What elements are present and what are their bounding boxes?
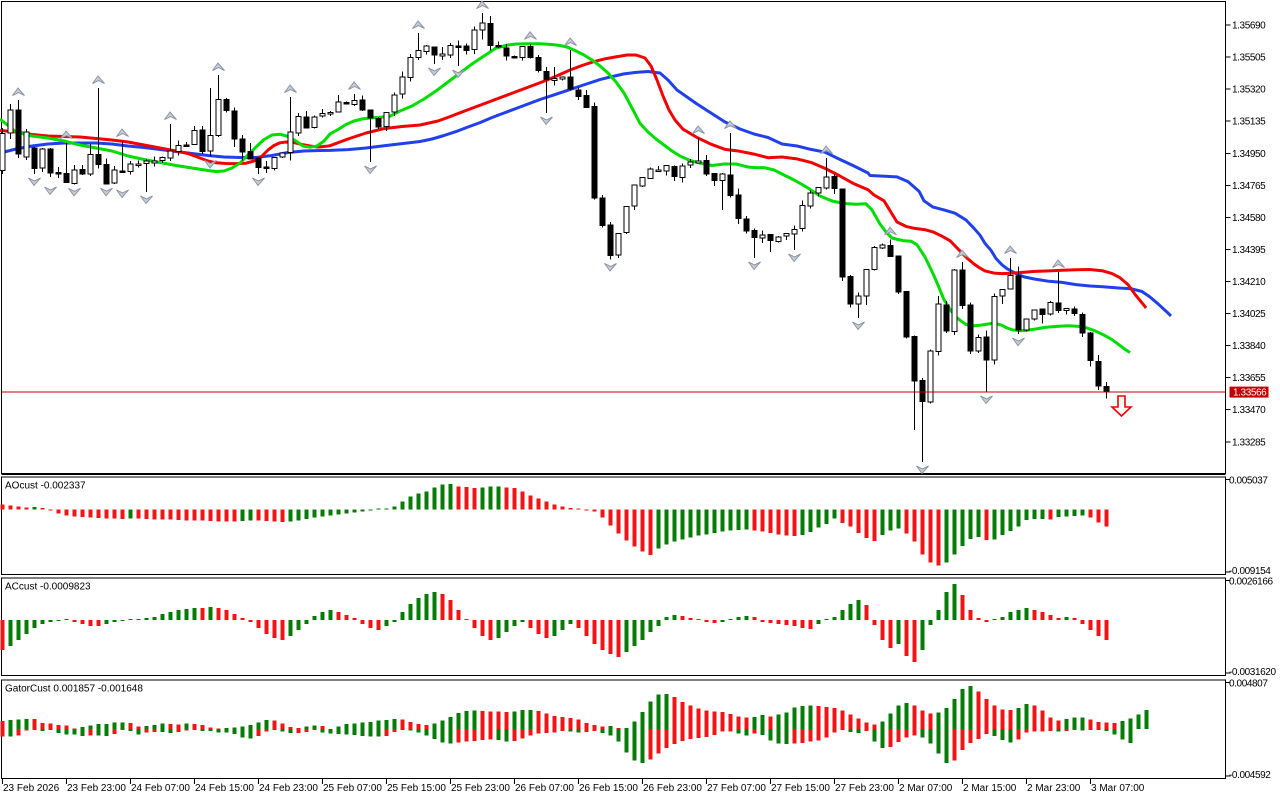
svg-text:3 Mar 07:00: 3 Mar 07:00 [1091, 783, 1145, 794]
svg-text:1.34395: 1.34395 [1232, 245, 1266, 256]
svg-text:0.005037: 0.005037 [1229, 476, 1268, 487]
svg-text:23 Feb 2026: 23 Feb 2026 [3, 783, 60, 794]
svg-text:0.004807: 0.004807 [1229, 679, 1268, 690]
svg-text:2 Mar 15:00: 2 Mar 15:00 [963, 783, 1017, 794]
svg-text:2 Mar 23:00: 2 Mar 23:00 [1027, 783, 1081, 794]
svg-text:27 Feb 07:00: 27 Feb 07:00 [707, 783, 766, 794]
svg-text:1.33566: 1.33566 [1233, 388, 1267, 399]
svg-text:25 Feb 15:00: 25 Feb 15:00 [387, 783, 446, 794]
svg-text:1.35690: 1.35690 [1232, 21, 1266, 32]
svg-text:2 Mar 07:00: 2 Mar 07:00 [899, 783, 953, 794]
svg-text:1.34025: 1.34025 [1232, 309, 1266, 320]
svg-text:27 Feb 15:00: 27 Feb 15:00 [771, 783, 830, 794]
svg-text:1.34580: 1.34580 [1232, 213, 1266, 224]
svg-text:25 Feb 23:00: 25 Feb 23:00 [451, 783, 510, 794]
svg-text:1.33655: 1.33655 [1232, 373, 1266, 384]
svg-text:24 Feb 07:00: 24 Feb 07:00 [131, 783, 190, 794]
svg-text:23 Feb 23:00: 23 Feb 23:00 [67, 783, 126, 794]
svg-text:25 Feb 07:00: 25 Feb 07:00 [323, 783, 382, 794]
svg-text:1.34950: 1.34950 [1232, 149, 1266, 160]
svg-text:26 Feb 15:00: 26 Feb 15:00 [579, 783, 638, 794]
svg-text:GatorCust 0.001857 -0.001648: GatorCust 0.001857 -0.001648 [5, 684, 143, 695]
svg-text:24 Feb 23:00: 24 Feb 23:00 [259, 783, 318, 794]
svg-text:26 Feb 07:00: 26 Feb 07:00 [515, 783, 574, 794]
svg-text:1.33470: 1.33470 [1232, 405, 1266, 416]
svg-text:1.35135: 1.35135 [1232, 117, 1266, 128]
svg-text:1.33285: 1.33285 [1232, 437, 1266, 448]
svg-text:-0.0031620: -0.0031620 [1229, 667, 1276, 678]
svg-text:1.34765: 1.34765 [1232, 181, 1266, 192]
svg-text:26 Feb 23:00: 26 Feb 23:00 [643, 783, 702, 794]
svg-text:0.0026166: 0.0026166 [1229, 577, 1274, 588]
svg-text:1.34210: 1.34210 [1232, 277, 1266, 288]
svg-text:1.35320: 1.35320 [1232, 85, 1266, 96]
svg-text:AOcust -0.002337: AOcust -0.002337 [5, 481, 86, 492]
svg-text:24 Feb 15:00: 24 Feb 15:00 [195, 783, 254, 794]
svg-text:1.33840: 1.33840 [1232, 341, 1266, 352]
svg-text:ACcust -0.0009823: ACcust -0.0009823 [5, 582, 91, 593]
svg-text:-0.004592: -0.004592 [1229, 770, 1271, 781]
svg-text:27 Feb 23:00: 27 Feb 23:00 [835, 783, 894, 794]
svg-text:1.35505: 1.35505 [1232, 53, 1266, 64]
svg-text:-0.009154: -0.009154 [1229, 566, 1271, 577]
